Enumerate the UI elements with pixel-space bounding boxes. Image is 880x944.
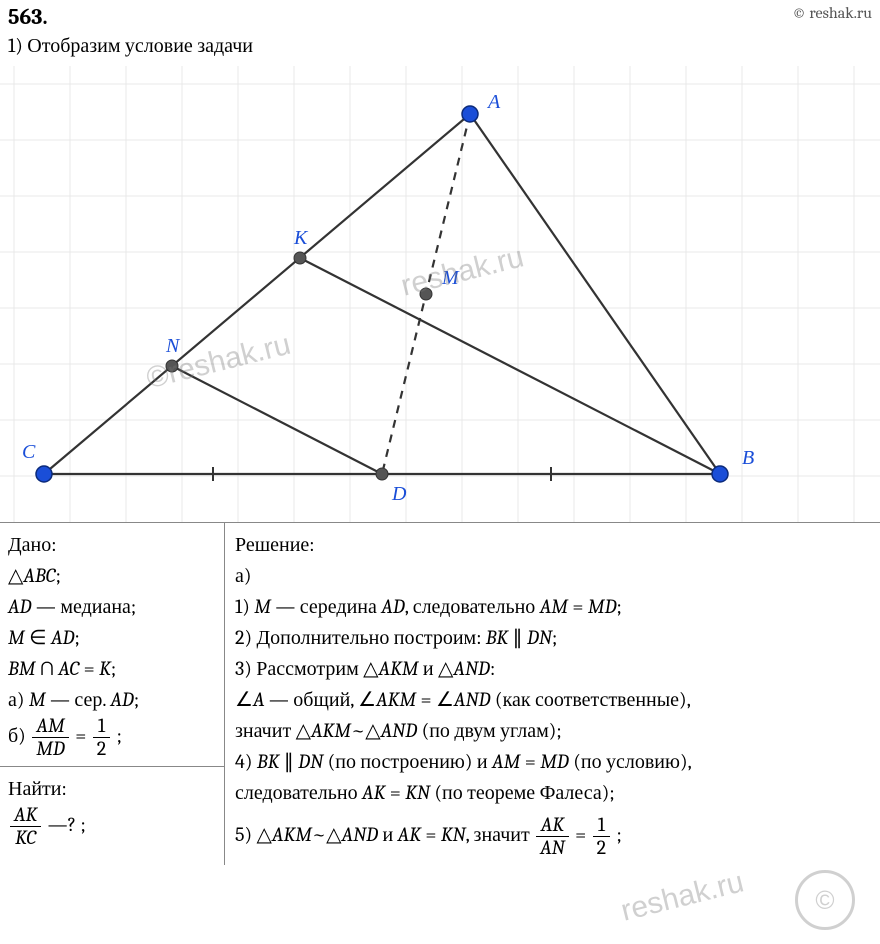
sol5-prefix: 5) △AKM~△AND и AK = KN, значит [235, 823, 534, 846]
geometry-diagram: A B C D K M N [0, 66, 880, 522]
dano-line: AD — медиана; [8, 591, 216, 622]
svg-text:A: A [486, 91, 501, 113]
divider [0, 766, 224, 767]
copyright: © reshak.ru [792, 4, 872, 22]
find-frac: AKKC [10, 804, 41, 849]
solution-line: ∠A — общий, ∠AKM = ∠AND (как соответстве… [235, 684, 872, 715]
given-solution-columns: Дано: △ABC;AD — медиана;M ∈ AD;BM ∩ AC =… [0, 522, 880, 865]
watermark: © [795, 870, 855, 930]
solution-sub: а) [235, 560, 872, 591]
dano-title: Дано: [8, 529, 216, 560]
dano-line: BM ∩ AC = K; [8, 653, 216, 684]
solution-column: Решение: а) 1) M — середина AD, следоват… [225, 523, 880, 865]
svg-text:B: B [742, 447, 754, 469]
watermark: reshak.ru [618, 865, 748, 928]
solution-line: следовательно AK = KN (по теореме Фалеса… [235, 777, 872, 808]
dano-frac-line: б) AMMD = 12 ; [8, 715, 216, 760]
solution-title: Решение: [235, 529, 872, 560]
find-frac-line: AKKC —? ; [8, 804, 216, 849]
dano-frac-2: 12 [93, 715, 110, 760]
header: 563. © reshak.ru [0, 0, 880, 32]
sol5-frac-2: 12 [593, 814, 610, 859]
step-1-text: 1) Отобразим условие задачи [0, 32, 880, 66]
solution-line: 4) BK ∥ DN (по построению) и AM = MD (по… [235, 746, 872, 777]
solution-line: 3) Рассмотрим △AKM и △AND: [235, 653, 872, 684]
sol5-frac-1: AKAN [536, 814, 569, 859]
svg-text:K: K [293, 227, 309, 249]
find-title: Найти: [8, 773, 216, 804]
solution-line: 1) M — середина AD, следовательно AM = M… [235, 591, 872, 622]
dano-line: а) M — сер. AD; [8, 684, 216, 715]
svg-text:D: D [391, 483, 407, 505]
svg-text:M: M [441, 267, 460, 289]
solution-line-5: 5) △AKM~△AND и AK = KN, значит AKAN = 12… [235, 814, 872, 859]
dano-frac-1: AMMD [32, 715, 69, 760]
diagram-svg: A B C D K M N [0, 66, 880, 522]
page-container: 563. © reshak.ru 1) Отобразим условие за… [0, 0, 880, 865]
problem-number: 563. [8, 4, 48, 30]
dano-lines: △ABC;AD — медиана;M ∈ AD;BM ∩ AC = K;а) … [8, 560, 216, 715]
solution-line: значит △AKM~△AND (по двум углам); [235, 715, 872, 746]
solution-lines: 1) M — середина AD, следовательно AM = M… [235, 591, 872, 808]
svg-text:N: N [165, 335, 181, 357]
given-column: Дано: △ABC;AD — медиана;M ∈ AD;BM ∩ AC =… [0, 523, 225, 865]
dano-line: M ∈ AD; [8, 622, 216, 653]
svg-text:C: C [22, 441, 36, 463]
dano-line: △ABC; [8, 560, 216, 591]
solution-line: 2) Дополнительно построим: BK ∥ DN; [235, 622, 872, 653]
